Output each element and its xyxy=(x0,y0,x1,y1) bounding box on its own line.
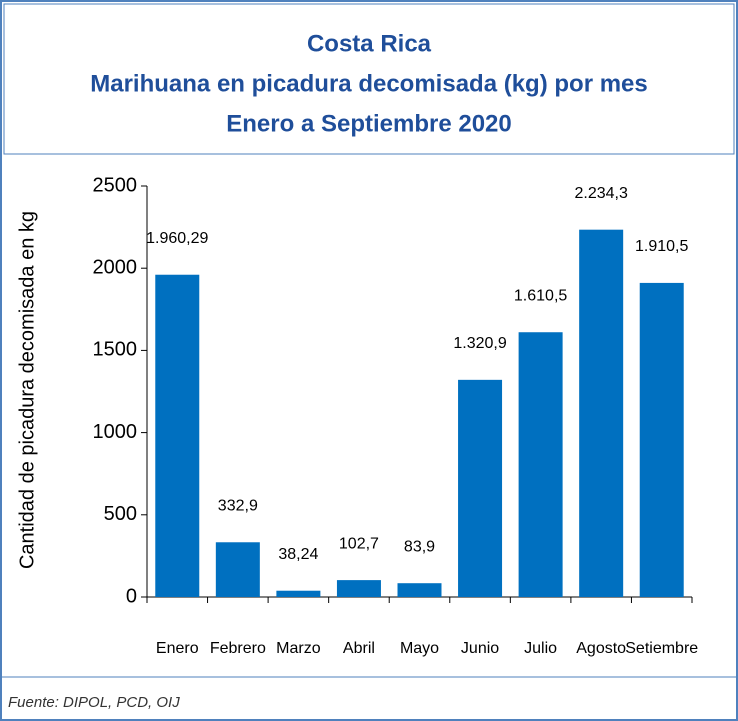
value-label: 1.610,5 xyxy=(514,287,567,304)
bar xyxy=(458,379,503,597)
chart-title: Costa Rica xyxy=(307,30,432,57)
y-tick-label: 0 xyxy=(126,585,137,607)
bar xyxy=(215,542,260,597)
bar xyxy=(518,332,563,597)
y-tick-label: 2000 xyxy=(93,256,138,278)
title-frame xyxy=(3,3,735,155)
chart-title: Marihuana en picadura decomisada (kg) po… xyxy=(90,70,647,97)
x-tick-label: Agosto xyxy=(576,640,626,657)
y-tick-label: 1000 xyxy=(93,421,138,443)
bar xyxy=(155,274,200,597)
bar xyxy=(397,583,442,597)
value-label: 332,9 xyxy=(218,497,258,514)
value-label: 2.234,3 xyxy=(574,185,627,202)
value-label: 102,7 xyxy=(339,535,379,552)
bar xyxy=(276,590,321,597)
x-tick-label: Febrero xyxy=(210,640,266,657)
value-label: 83,9 xyxy=(404,538,435,555)
value-label: 1.320,9 xyxy=(453,335,506,352)
x-tick-label: Mayo xyxy=(400,640,439,657)
value-label: 38,24 xyxy=(278,546,318,563)
x-tick-label: Julio xyxy=(524,640,557,657)
value-label: 1.960,29 xyxy=(146,230,208,247)
y-tick-label: 500 xyxy=(104,503,137,525)
bar xyxy=(579,229,624,597)
x-tick-label: Marzo xyxy=(276,640,321,657)
y-tick-label: 2500 xyxy=(93,174,138,196)
y-tick-label: 1500 xyxy=(93,339,138,361)
chart-title: Enero a Septiembre 2020 xyxy=(226,110,511,137)
x-tick-label: Junio xyxy=(461,640,499,657)
bar xyxy=(336,580,381,597)
x-tick-label: Abril xyxy=(343,640,375,657)
source-note: Fuente: DIPOL, PCD, OIJ xyxy=(8,694,180,711)
y-axis-label: Cantidad de picadura decomisada en kg xyxy=(16,211,38,569)
x-tick-label: Setiembre xyxy=(625,640,698,657)
value-label: 1.910,5 xyxy=(635,238,688,255)
x-tick-label: Enero xyxy=(156,640,199,657)
bar xyxy=(639,282,684,597)
